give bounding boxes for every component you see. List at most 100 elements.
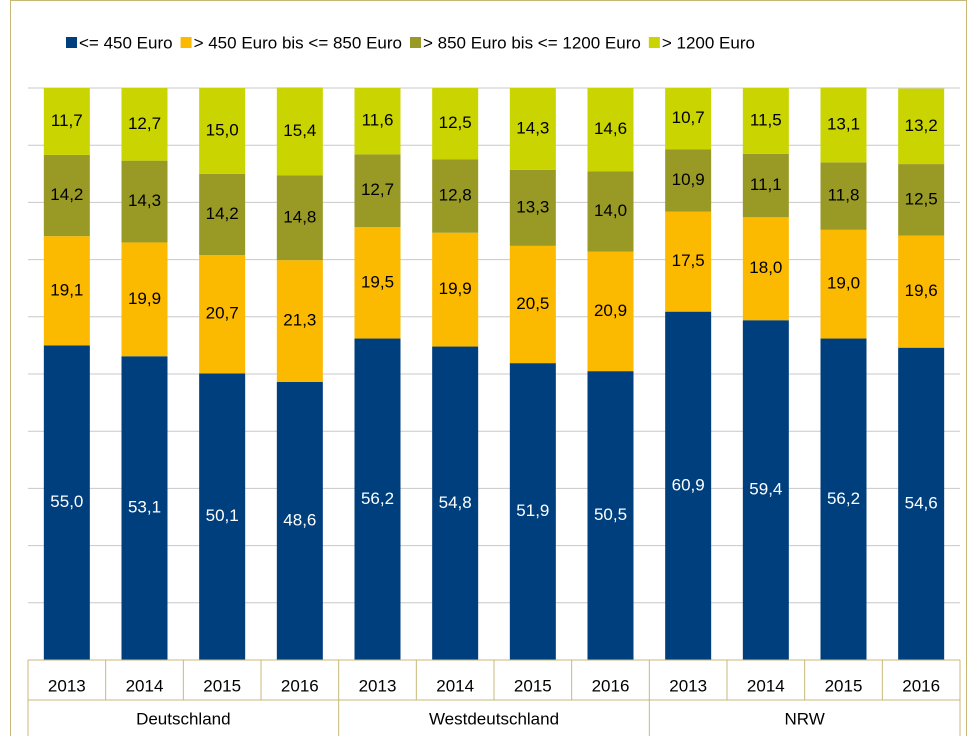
bar-segment xyxy=(121,160,168,243)
legend-label: > 850 Euro bis <= 1200 Euro xyxy=(423,33,641,52)
bar-segment xyxy=(509,245,556,364)
x-tick-label: 2015 xyxy=(514,676,552,695)
value-label: 53,1 xyxy=(128,498,161,517)
value-label: 56,2 xyxy=(361,489,394,508)
group-label: NRW xyxy=(785,709,825,728)
bar-segment xyxy=(820,87,867,163)
bar-segment xyxy=(665,149,712,212)
value-label: 19,9 xyxy=(128,289,161,308)
bar-segment xyxy=(898,164,945,236)
value-label: 11,7 xyxy=(51,111,83,130)
x-tick-label: 2015 xyxy=(203,676,241,695)
value-label: 20,7 xyxy=(206,304,239,323)
bar-segment xyxy=(820,162,867,230)
bar-segment xyxy=(43,345,90,660)
bar-segment xyxy=(121,88,168,161)
x-tick-label: 2013 xyxy=(48,676,86,695)
x-tick-label: 2014 xyxy=(126,676,164,695)
bar-segment xyxy=(432,346,479,660)
value-label: 15,0 xyxy=(206,120,239,139)
value-label: 12,5 xyxy=(439,113,472,132)
value-label: 12,5 xyxy=(905,189,938,208)
bar-segment xyxy=(665,311,712,660)
bar-segment xyxy=(199,373,246,660)
bar-segment xyxy=(199,255,246,374)
bar-segment xyxy=(121,356,168,660)
bar-segment xyxy=(587,171,634,252)
value-label: 56,2 xyxy=(827,489,860,508)
value-label: 20,9 xyxy=(594,301,627,320)
bar-segment xyxy=(43,88,90,155)
value-label: 14,2 xyxy=(50,185,83,204)
value-label: 11,5 xyxy=(750,110,782,129)
bar-segment xyxy=(276,175,323,261)
x-tick-label: 2013 xyxy=(669,676,707,695)
value-label: 11,6 xyxy=(362,111,394,130)
value-label: 19,0 xyxy=(827,274,860,293)
bar-segment xyxy=(354,154,401,227)
value-label: 48,6 xyxy=(283,510,316,529)
value-label: 11,1 xyxy=(750,175,782,194)
x-tick-label: 2014 xyxy=(747,676,785,695)
bar-segment xyxy=(354,338,401,660)
value-label: 59,4 xyxy=(749,480,782,499)
x-tick-label: 2014 xyxy=(436,676,474,695)
value-label: 10,9 xyxy=(672,170,705,189)
bar-segment xyxy=(354,226,401,339)
legend-label: > 450 Euro bis <= 850 Euro xyxy=(194,33,402,52)
value-label: 13,2 xyxy=(905,116,938,135)
value-label: 14,0 xyxy=(594,201,627,220)
bar-segment xyxy=(432,232,479,347)
bar-segment xyxy=(742,153,789,218)
value-label: 14,3 xyxy=(516,118,549,137)
value-label: 12,7 xyxy=(361,180,394,199)
bar-segment xyxy=(820,338,867,660)
bar-segment xyxy=(509,363,556,660)
bar-segment xyxy=(742,320,789,660)
bar-segment xyxy=(898,235,945,348)
value-label: 21,3 xyxy=(283,311,316,330)
x-tick-label: 2015 xyxy=(825,676,863,695)
value-label: 10,7 xyxy=(672,108,705,127)
x-tick-label: 2016 xyxy=(592,676,630,695)
bar-segment xyxy=(898,347,945,660)
value-label: 60,9 xyxy=(672,475,705,494)
value-label: 14,6 xyxy=(594,119,627,138)
group-label: Deutschland xyxy=(136,709,231,728)
bar-segment xyxy=(276,382,323,660)
bar-segment xyxy=(354,88,401,155)
bar-segment xyxy=(432,88,479,160)
bar-segment xyxy=(742,217,789,321)
value-label: 17,5 xyxy=(672,251,705,270)
value-label: 19,6 xyxy=(905,281,938,300)
legend-marker xyxy=(409,37,421,48)
legend-label: > 1200 Euro xyxy=(662,33,755,52)
bar-segment xyxy=(199,88,246,174)
value-label: 11,8 xyxy=(828,186,860,205)
x-tick-label: 2016 xyxy=(902,676,940,695)
value-label: 19,1 xyxy=(50,280,83,299)
bar-segment xyxy=(276,260,323,383)
value-label: 19,5 xyxy=(361,272,394,291)
value-label: 13,1 xyxy=(827,114,860,133)
value-label: 19,9 xyxy=(439,279,472,298)
value-label: 54,8 xyxy=(439,493,472,512)
bar-segment xyxy=(587,88,634,172)
value-label: 14,3 xyxy=(128,191,161,210)
group-label: Westdeutschland xyxy=(429,709,559,728)
bar-segment xyxy=(43,236,90,346)
value-label: 20,5 xyxy=(516,294,549,313)
bar-segment xyxy=(665,211,712,312)
bar-segment xyxy=(509,169,556,246)
bar-segment xyxy=(898,88,945,165)
legend-marker xyxy=(648,37,660,48)
bar-segment xyxy=(587,371,634,660)
bar-segment xyxy=(121,242,168,357)
value-label: 55,0 xyxy=(50,492,83,511)
bar-segment xyxy=(587,251,634,372)
legend-marker xyxy=(66,37,77,48)
x-tick-label: 2016 xyxy=(281,676,319,695)
legend-marker xyxy=(180,37,192,48)
